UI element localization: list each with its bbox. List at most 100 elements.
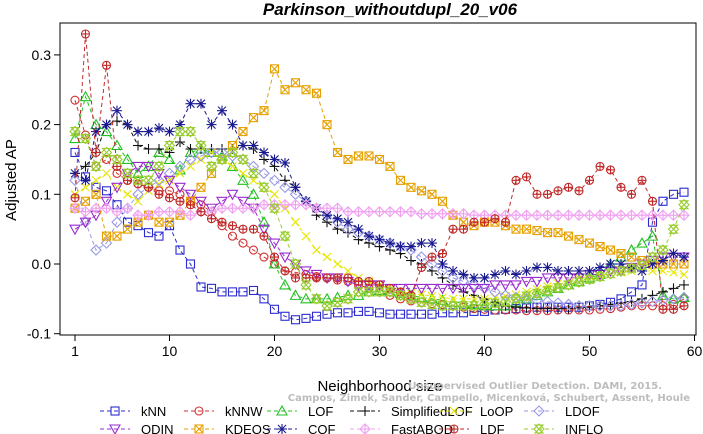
point-knn-38 <box>458 308 469 318</box>
point-fastabod-38 <box>457 208 470 220</box>
point-cof-48 <box>563 265 574 276</box>
legend-label-lof: LOF <box>308 404 333 419</box>
point-simplifiedlof-21 <box>280 175 290 186</box>
point-cof-26 <box>332 213 343 224</box>
point-kdeos-51 <box>595 242 605 252</box>
legend-entry-knn: kNN <box>100 404 166 419</box>
point-fastabod-7 <box>132 209 144 221</box>
point-fastabod-58 <box>667 209 680 221</box>
point-lof-10 <box>163 153 176 164</box>
point-kdeos-44 <box>521 224 532 234</box>
legend-marker-ldof <box>533 405 545 417</box>
point-knn-11 <box>175 245 185 255</box>
point-cof-20 <box>269 154 280 165</box>
point-cof-58 <box>668 248 679 259</box>
point-loop-2 <box>81 182 90 192</box>
point-fastabod-28 <box>352 205 365 218</box>
point-odin-46 <box>541 273 554 285</box>
point-cof-31 <box>385 238 395 249</box>
point-cof-42 <box>500 265 511 276</box>
point-inflo-41 <box>489 297 501 309</box>
point-inflo-40 <box>478 298 491 311</box>
point-fastabod-11 <box>174 205 186 218</box>
point-kdeos-27 <box>343 154 353 164</box>
point-kdeos-31 <box>385 161 395 171</box>
point-fastabod-29 <box>363 205 375 218</box>
point-ldof-9 <box>153 174 165 187</box>
point-loop-59 <box>679 270 689 279</box>
point-loop-9 <box>154 179 164 189</box>
point-knnw-1 <box>70 95 80 105</box>
point-ldf-39 <box>469 217 479 227</box>
point-inflo-26 <box>331 296 344 309</box>
point-simplifiedlof-33 <box>406 255 416 266</box>
point-odin-37 <box>447 283 459 295</box>
legend-label-inflo: INFLO <box>565 422 603 434</box>
point-ldof-20 <box>268 174 281 187</box>
point-loop-26 <box>333 259 342 269</box>
point-odin-38 <box>457 283 470 295</box>
point-fastabod-44 <box>520 209 533 221</box>
point-knnw-19 <box>259 252 269 262</box>
x-axis: 1 10 20 30 40 50 60 <box>71 335 702 359</box>
point-ldof-50 <box>583 300 596 312</box>
point-lof-23 <box>300 292 312 304</box>
point-ldof-54 <box>625 298 638 311</box>
point-simplifiedlof-46 <box>542 303 553 314</box>
point-cof-15 <box>217 105 227 116</box>
legend-entry-fastabod: FastABOD <box>350 422 453 434</box>
point-cof-7 <box>133 126 143 137</box>
point-loop-11 <box>175 169 185 178</box>
point-fastabod-53 <box>615 209 627 221</box>
point-kdeos-54 <box>626 252 637 262</box>
point-loop-34 <box>417 290 426 300</box>
point-ldof-18 <box>247 160 260 173</box>
point-knn-37 <box>448 308 458 318</box>
point-cof-46 <box>542 262 553 273</box>
point-knnw-4 <box>101 154 112 164</box>
point-cof-4 <box>101 119 112 130</box>
point-ldf-27 <box>343 273 353 283</box>
point-ldf-17 <box>238 224 248 234</box>
point-inflo-11 <box>174 125 186 138</box>
point-lof-57 <box>657 289 669 300</box>
point-ldof-4 <box>100 237 113 249</box>
point-fastabod-17 <box>237 202 249 215</box>
point-kdeos-25 <box>322 120 332 130</box>
point-knn-33 <box>406 309 416 319</box>
point-kdeos-36 <box>437 196 448 206</box>
point-cof-32 <box>395 241 406 252</box>
x-tick-label-10: 10 <box>162 343 178 359</box>
point-knn-22 <box>290 315 301 325</box>
point-knn-6 <box>122 217 133 227</box>
point-inflo-10 <box>163 139 176 152</box>
point-loop-58 <box>669 267 678 277</box>
point-odin-19 <box>258 224 270 236</box>
point-knnw-17 <box>238 238 248 248</box>
y-tick-label-4: 0.3 <box>32 47 52 63</box>
point-cof-27 <box>343 217 353 228</box>
legend-entry-loop: LoOP <box>439 404 513 419</box>
point-fastabod-16 <box>226 202 239 215</box>
legend-entry-ldf: LDF <box>439 422 505 434</box>
point-ldof-21 <box>279 181 291 194</box>
point-ldf-18 <box>248 224 259 234</box>
point-inflo-42 <box>499 295 512 308</box>
point-kdeos-10 <box>164 217 175 227</box>
point-kdeos-22 <box>290 78 301 88</box>
point-lof-5 <box>111 139 123 151</box>
point-simplifiedlof-8 <box>143 143 154 154</box>
point-lof-45 <box>531 289 543 300</box>
point-loop-20 <box>270 189 279 199</box>
legend-entry-ldof: LDOF <box>524 404 600 419</box>
point-inflo-5 <box>111 153 123 166</box>
legend-marker-knn <box>110 406 120 416</box>
legend-label-knnw: kNNW <box>225 404 263 419</box>
point-fastabod-32 <box>394 205 407 218</box>
point-inflo-54 <box>625 262 638 274</box>
point-simplifiedlof-11 <box>175 137 185 148</box>
point-fastabod-34 <box>415 208 428 220</box>
chart-title: Parkinson_withoutdupl_20_v06 <box>263 0 518 19</box>
point-odin-23 <box>300 266 312 278</box>
point-fastabod-33 <box>405 205 417 218</box>
